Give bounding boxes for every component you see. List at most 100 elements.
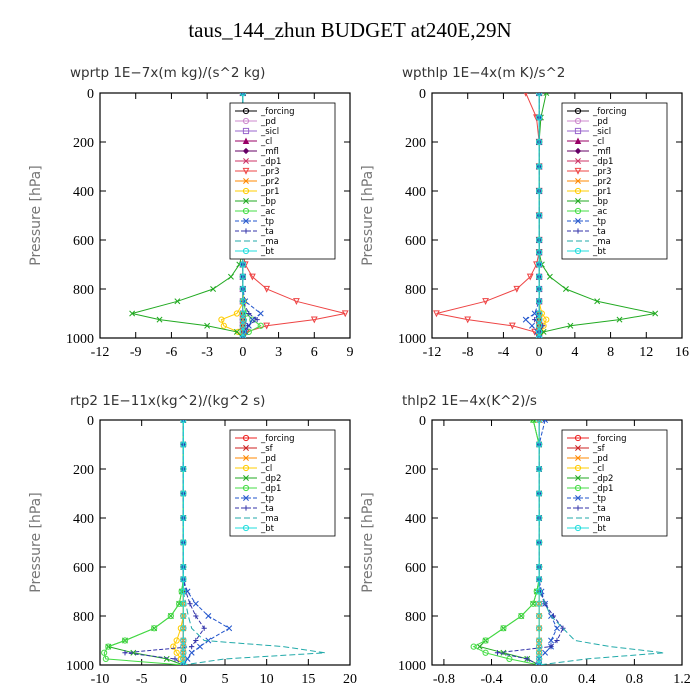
data-point: [239, 298, 246, 305]
data-point: [500, 625, 507, 632]
legend-label: _pd: [260, 117, 276, 127]
legend-marker: [242, 524, 250, 532]
data-point: [180, 576, 187, 583]
data-point: [239, 334, 246, 338]
legend-label: _dp1: [592, 484, 613, 494]
data-point: [536, 490, 543, 497]
data-point: [189, 644, 195, 650]
data-point: [652, 310, 659, 317]
legend-label: _sf: [260, 444, 274, 454]
x-tick-label: 0.4: [578, 672, 596, 687]
legend-marker: [574, 484, 582, 492]
legend-marker: [242, 484, 250, 492]
data-point: [310, 316, 318, 324]
data-point: [536, 612, 543, 620]
data-point: [543, 316, 550, 323]
data-point: [173, 637, 180, 644]
y-tick-label: 0: [419, 87, 426, 102]
data-point: [536, 514, 543, 522]
chart-panel-3: rtp2 1E−11x(kg^2)/(kg^2 s) Pressure [hPa]…: [28, 393, 357, 687]
y-tick-label: 800: [405, 610, 426, 625]
legend-marker: [574, 127, 582, 135]
data-point: [536, 298, 543, 305]
data-point: [536, 328, 543, 335]
legend-label: _ma: [260, 237, 279, 247]
y-tick-label: 600: [405, 561, 426, 576]
legend-marker: [243, 475, 249, 481]
data-point: [180, 588, 187, 595]
legend-marker: [575, 445, 581, 451]
data-point: [248, 273, 256, 281]
data-point: [163, 655, 170, 662]
data-point: [205, 613, 212, 619]
data-point: [536, 163, 543, 170]
data-point: [151, 625, 158, 632]
panel-title: wprtp 1E−7x(m kg)/(s^2 kg): [70, 65, 265, 81]
data-point: [218, 316, 225, 323]
data-point: [239, 316, 246, 323]
legend-label: _tp: [592, 217, 606, 227]
plot-frame: [99, 92, 351, 339]
legend-label: _tp: [260, 494, 274, 504]
data-point: [257, 310, 264, 317]
legend-label: _dp2: [592, 474, 613, 484]
data-point: [536, 322, 543, 329]
x-tick-label: -0.4: [480, 672, 502, 687]
legend-label: _bt: [592, 247, 607, 257]
y-tick-label: 1000: [66, 659, 94, 674]
data-point: [156, 316, 163, 323]
legend-label: _ta: [592, 227, 606, 237]
legend-marker: [243, 455, 249, 461]
legend-label: _pr1: [260, 187, 280, 197]
data-point: [594, 298, 601, 305]
data-point: [173, 649, 180, 656]
y-tick-label: 200: [73, 136, 94, 151]
x-tick-label: 8: [607, 345, 614, 360]
chart-panel-1: wprtp 1E−7x(m kg)/(s^2 kg) Pressure [hPa]…: [28, 65, 354, 360]
legend-label: _forcing: [592, 107, 627, 117]
y-tick-label: 200: [405, 463, 426, 478]
x-tick-label: -4: [498, 345, 510, 360]
x-tick-label: 20: [343, 672, 357, 687]
data-point: [129, 310, 136, 317]
legend-marker: [243, 505, 249, 511]
legend-marker: [574, 167, 582, 175]
legend-marker: [574, 464, 582, 472]
data-point: [548, 637, 555, 644]
legend-marker: [242, 167, 250, 175]
y-axis-label: Pressure [hPa]: [28, 165, 44, 265]
data-point: [180, 655, 187, 662]
data-point: [188, 649, 195, 656]
legend-marker: [243, 198, 249, 204]
legend-label: _sicl: [260, 127, 279, 137]
panel-title: wpthlp 1E−4x(m K)/s^2: [402, 65, 565, 81]
data-point: [121, 637, 129, 644]
legend-marker: [575, 475, 581, 481]
data-point: [560, 625, 566, 631]
x-tick-label: 0: [536, 345, 543, 360]
data-point: [536, 93, 543, 97]
y-tick-label: 600: [405, 234, 426, 249]
data-point: [536, 285, 543, 293]
x-tick-label: 5: [222, 672, 229, 687]
data-point: [482, 649, 489, 656]
x-tick-label: 10: [260, 672, 274, 687]
data-point: [210, 286, 217, 292]
data-point: [536, 643, 543, 650]
legend-label: _sf: [592, 444, 606, 454]
data-point: [567, 322, 574, 329]
data-point: [105, 643, 112, 650]
legend-label: _ac: [592, 207, 607, 217]
legend-label: _mfl: [592, 147, 611, 157]
series-line-ta: [497, 420, 564, 665]
y-tick-label: 1000: [398, 332, 426, 347]
legend-marker: [574, 117, 582, 125]
legend-marker: [243, 228, 249, 234]
legend-label: _pd: [260, 454, 276, 464]
legend-marker: [575, 455, 581, 461]
legend-label: _ta: [592, 504, 606, 514]
data-point: [226, 625, 233, 632]
legend-label: _cl: [592, 464, 604, 474]
data-point: [180, 625, 187, 632]
